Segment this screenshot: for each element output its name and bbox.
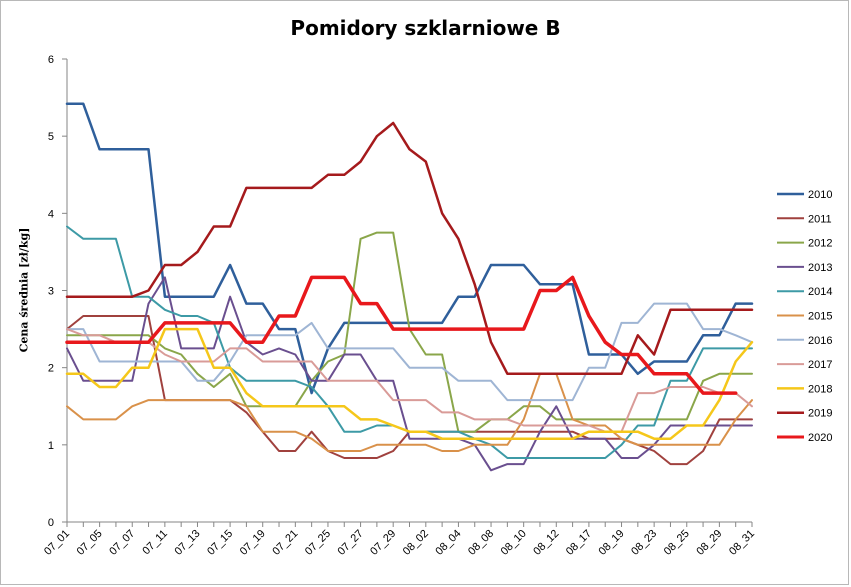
x-tick-label: 07_27 [336,528,366,558]
x-tick-label: 07_19 [238,528,268,558]
x-tick-label: 08_04 [433,528,463,558]
legend-label-2010: 2010 [808,189,832,201]
legend-label-2011: 2011 [808,213,832,225]
x-tick-label: 07_13 [172,528,202,558]
series-line-2010 [65,102,754,395]
x-tick-label: 07_05 [75,528,105,558]
x-tick-label: 07_25 [303,528,333,558]
x-tick-label: 08_12 [531,528,561,558]
x-tick-label: 08_17 [564,528,594,558]
y-tick-label: 1 [48,440,54,452]
legend-label-2013: 2013 [808,262,832,274]
legend-label-2018: 2018 [808,383,832,395]
legend-label-2020: 2020 [808,432,832,444]
x-tick-label: 08_10 [499,528,529,558]
series-line-2016 [66,302,753,402]
x-tick-label: 07_01 [42,528,72,558]
x-tick-label: 07_15 [205,528,235,558]
series-line-2018 [65,327,754,440]
series-line-2014 [66,225,753,459]
x-tick-label: 08_25 [662,528,692,558]
x-tick-label: 08_29 [694,528,724,558]
series-line-2011 [66,315,753,466]
legend-label-2014: 2014 [808,286,832,298]
x-tick-label: 07_29 [368,528,398,558]
legend-label-2012: 2012 [808,238,832,250]
y-tick-label: 3 [48,286,54,298]
legend: 2010 2011 2012 2013 2014 2015 2016 2017 2018 2019… [777,189,832,444]
legend-label-2015: 2015 [808,311,832,323]
y-tick-label: 6 [48,54,54,66]
series-line-2013 [66,276,753,472]
legend-label-2017: 2017 [808,359,832,371]
y-tick-label: 5 [48,131,54,143]
x-tick-label: 07_07 [107,528,137,558]
legend-label-2019: 2019 [808,408,832,420]
series-line-2019 [65,121,754,376]
x-tick-label: 08_19 [597,528,627,558]
series-lines [65,102,754,472]
series-line-2020 [65,275,738,395]
chart-title: Pomidory szklarniowe B [290,16,561,40]
x-tick-label: 08_02 [401,528,431,558]
series-line-2017 [66,328,753,433]
y-tick-label: 2 [48,363,54,375]
series-line-2012 [66,231,753,433]
y-tick-label: 0 [48,517,54,529]
x-tick-label: 07_11 [140,528,170,558]
y-tick-label: 4 [48,208,54,220]
x-tick-label: 07_21 [270,528,300,558]
series-line-2015 [66,372,753,452]
x-tick-label: 08_08 [466,528,496,558]
x-tick-label: 08_31 [727,528,757,558]
x-tick-label: 08_23 [629,528,659,558]
legend-label-2016: 2016 [808,335,832,347]
